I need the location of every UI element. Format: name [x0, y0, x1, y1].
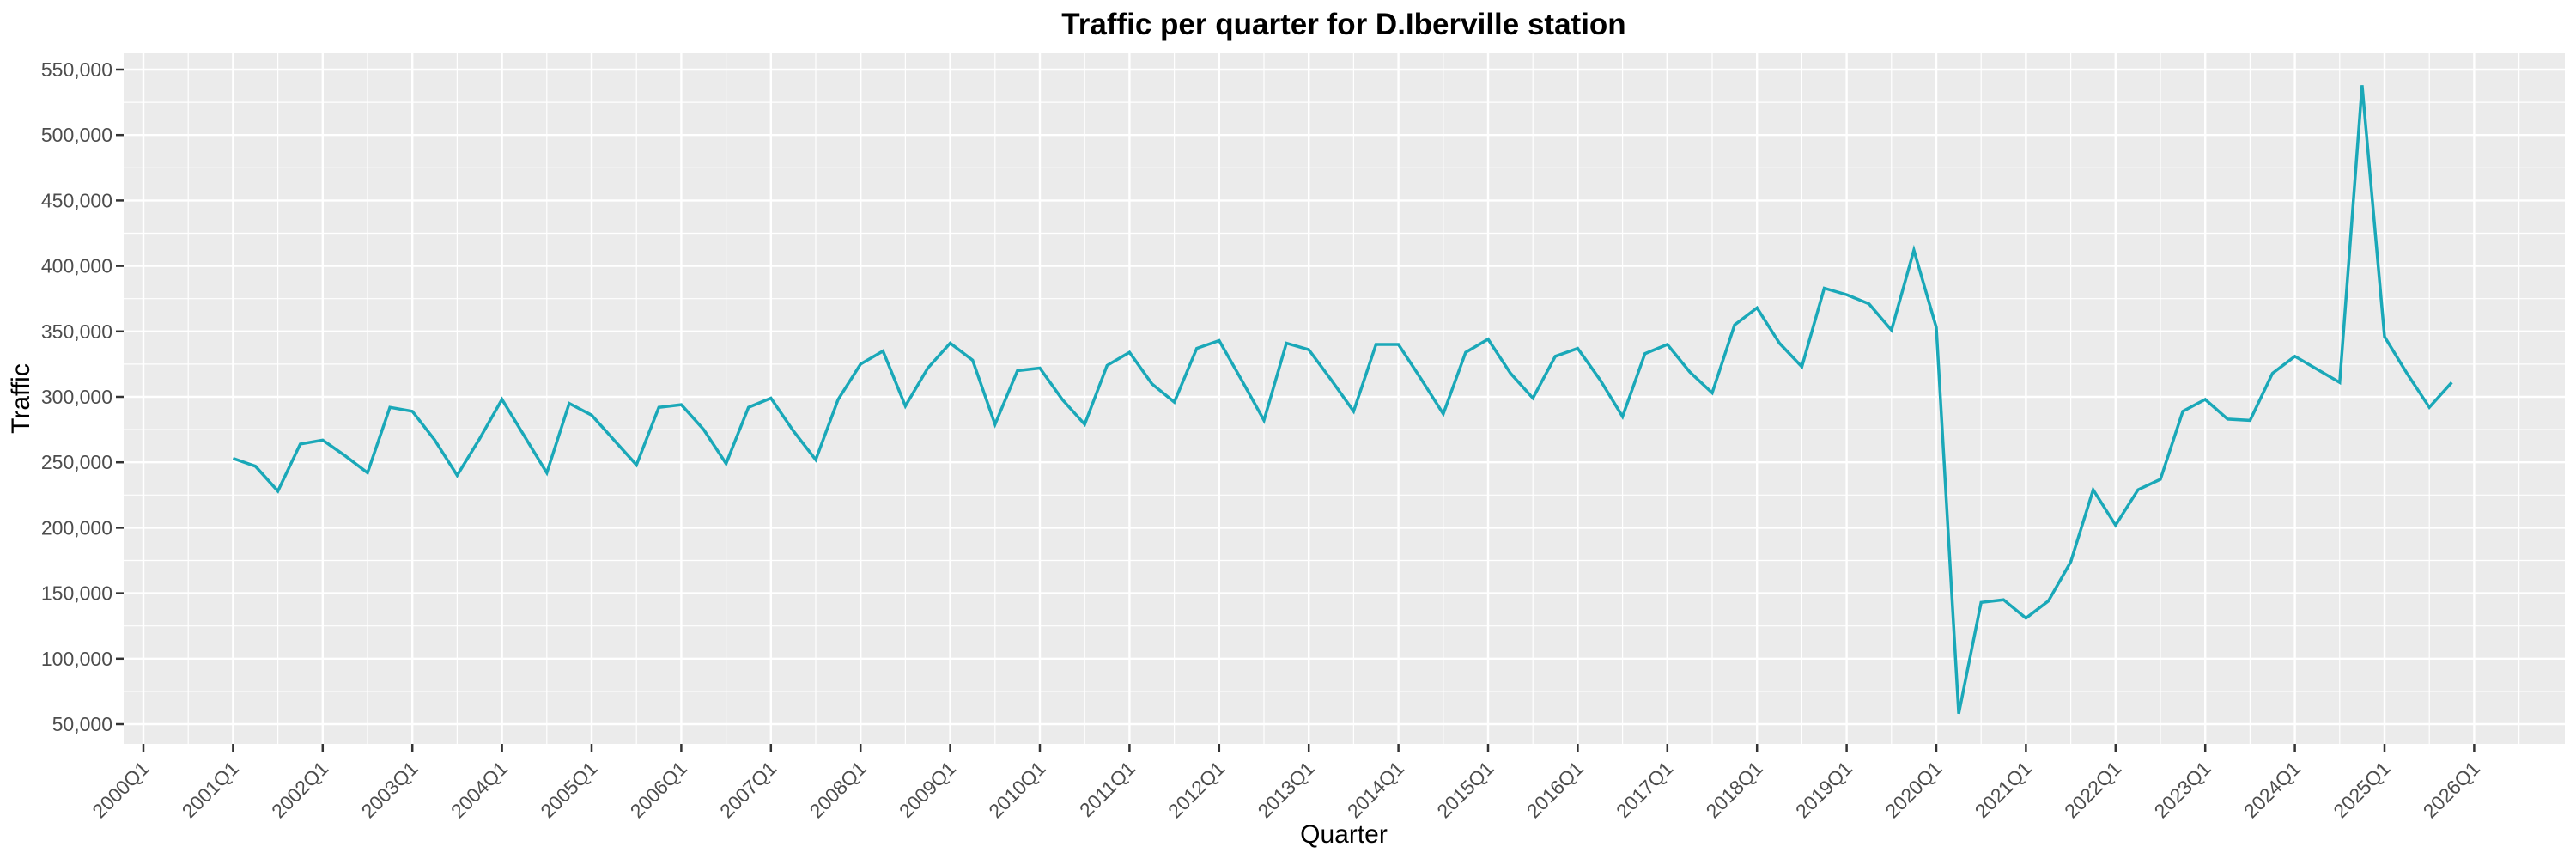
x-tick-label: 2010Q1	[984, 757, 1049, 822]
chart-title: Traffic per quarter for D.Iberville stat…	[1061, 8, 1625, 41]
x-tick-label: 2025Q1	[2329, 757, 2394, 822]
x-tick-label: 2020Q1	[1880, 757, 1946, 822]
x-tick-label: 2014Q1	[1343, 757, 1408, 822]
plot-panel: 50,000 100,000 150,000 200,000 250,000 300,00…	[41, 53, 2565, 822]
x-tick-label: 2011Q1	[1075, 757, 1139, 821]
y-tick-label: 400,000	[41, 255, 112, 277]
x-tick-label: 2021Q1	[1971, 757, 2036, 822]
x-tick-label: 2018Q1	[1701, 757, 1766, 822]
y-tick-label: 500,000	[41, 124, 112, 146]
y-tick-label: 200,000	[41, 516, 112, 539]
x-tick-label: 2026Q1	[2419, 757, 2484, 822]
traffic-series-line	[232, 85, 2453, 715]
y-tick-label: 300,000	[41, 386, 112, 408]
x-tick-label: 2008Q1	[805, 757, 870, 822]
x-tick-label: 2006Q1	[626, 757, 691, 822]
x-tick-label: 2012Q1	[1163, 757, 1229, 822]
y-tick-label: 150,000	[41, 582, 112, 605]
x-tick-label: 2004Q1	[447, 757, 512, 822]
x-tick-label: 2019Q1	[1791, 757, 1856, 822]
x-tick-label: 2013Q1	[1253, 757, 1318, 822]
x-tick-label: 2022Q1	[2060, 757, 2125, 822]
x-tick-label: 2002Q1	[267, 757, 332, 822]
y-tick-label: 50,000	[52, 713, 112, 735]
x-tick-label: 2017Q1	[1612, 757, 1677, 822]
x-tick-label: 2001Q1	[178, 757, 243, 822]
y-tick-label: 550,000	[41, 58, 112, 81]
y-tick-label: 350,000	[41, 320, 112, 343]
x-tick-label: 2023Q1	[2149, 757, 2215, 822]
x-tick-label: 2000Q1	[88, 757, 153, 822]
x-tick-label: 2016Q1	[1522, 757, 1588, 822]
y-tick-label: 100,000	[41, 648, 112, 670]
x-tick-label: 2024Q1	[2239, 757, 2305, 822]
x-axis-title: Quarter	[1300, 820, 1388, 849]
y-axis-title: Traffic	[7, 363, 35, 434]
y-tick-label: 250,000	[41, 451, 112, 473]
y-tick-label: 450,000	[41, 189, 112, 211]
x-tick-label: 2003Q1	[356, 757, 422, 822]
x-tick-label: 2009Q1	[895, 757, 960, 822]
x-tick-label: 2007Q1	[715, 757, 781, 822]
x-tick-label: 2015Q1	[1432, 757, 1498, 822]
x-tick-label: 2005Q1	[536, 757, 601, 822]
